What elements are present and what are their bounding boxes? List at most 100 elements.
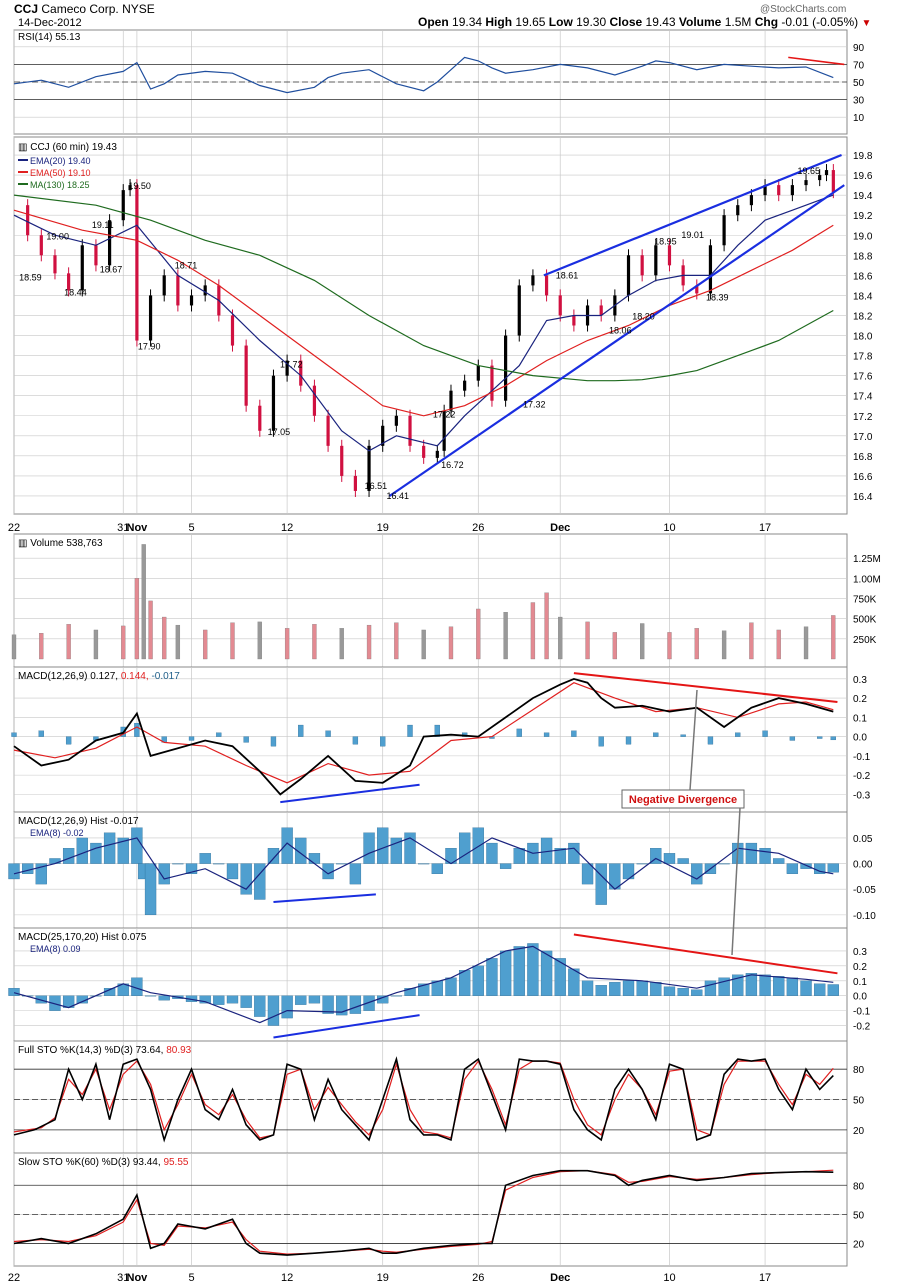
candle-body [824,170,829,176]
candle-body [463,380,467,391]
candle-body [162,275,166,296]
macd-long-bar [267,995,280,1026]
candle-body [67,273,71,291]
y-tick-label: 0.0 [853,733,867,744]
y-tick-label: 80 [853,1181,865,1192]
y-tick-label: 500K [853,615,877,626]
macd-long-bar [336,995,348,1016]
candle-body [599,305,603,316]
y-tick-label: 0.2 [853,694,867,705]
price-label: 18.20 [632,311,655,321]
macd-hist-bar [830,736,836,741]
quote-bar: Open 19.34 High 19.65 Low 19.30 Close 19… [418,15,871,29]
candle-body [312,385,317,416]
macd-long-bar [732,974,744,996]
macd-long-bar [240,995,252,1008]
slow-sto-d-line [13,1169,834,1255]
macd-hist-bar [380,736,386,747]
y-tick-label: -0.05 [853,885,876,896]
macd-hist-bar [516,728,522,737]
macd-long-bar [704,980,717,996]
macd-long-bar [554,958,566,996]
high-value: 19.65 [515,15,546,29]
macd-long-bar [349,995,362,1014]
y-tick-label: 0.2 [853,962,867,973]
stockcharts-watermark: @StockCharts.com [760,4,847,15]
macd-hist-bar [325,730,331,737]
y-tick-label: 17.0 [853,432,873,443]
y-tick-label: 17.4 [853,392,873,403]
candle-body [804,180,808,186]
y-tick-label: 30 [853,96,865,107]
macd-long-bar [650,982,662,996]
macd-hist-trendline [273,893,376,904]
volume-bar [776,629,781,660]
ema20-line [13,194,834,452]
macd-long-bar [814,983,826,996]
y-tick-label: 50 [853,78,865,89]
price-label: 16.72 [441,460,464,470]
macd-hist2-bar [390,837,403,864]
macd-hist2-bar [431,863,443,874]
full-sto-k-line [13,1056,834,1143]
macd-hist2-bar [404,832,416,864]
x-axis-label-bottom: Dec [550,1272,570,1284]
candle-body [790,185,794,196]
y-tick-label: -0.2 [853,1022,871,1033]
volume-bar [11,634,17,660]
volume-bar [476,608,481,660]
candle-body [695,285,699,294]
close-label: Close [609,15,643,29]
macd-hist2-bar [158,863,170,885]
macd-hist2-bar [650,848,662,864]
macd-long-bar [35,995,47,1004]
y-tick-label: 18.2 [853,311,873,322]
macd-long-bar [390,995,403,997]
macd-hist2-bar [131,827,143,864]
volume-bar [694,628,699,660]
macd-hist-bar [407,724,413,737]
y-tick-label: 20 [853,1239,865,1250]
macd-hist2-bar [472,827,484,864]
macd-hist-bar [434,724,440,737]
candle-body [422,445,426,458]
macd-hist-bar [216,732,222,737]
macd-long-bar [158,995,170,1001]
volume-bar [312,624,317,660]
volume-bar [175,624,181,660]
volume-bar [558,616,563,660]
macd-long-bar [663,986,676,996]
candle-body [285,360,289,376]
macd-hist2-bar [336,863,348,865]
macd-hist-bar [134,722,140,737]
x-axis-label: 12 [281,522,293,534]
macd-hist2-bar [349,863,362,885]
candle-body [831,170,835,193]
price-label: 18.71 [175,260,198,270]
macd-hist2-bar [254,863,266,900]
price-legend-2: MA(130) 18.25 [30,180,90,190]
y-tick-label: 0.05 [853,834,873,845]
macd-line [13,677,834,796]
y-tick-label: 19.8 [853,151,873,162]
volume-bar [749,622,754,660]
macd-hist-bar [65,736,72,745]
macd-hist2-bar [281,827,293,864]
price-label: 18.67 [100,264,123,274]
macd-hist2-bar [786,863,799,874]
y-tick-label: 20 [853,1126,865,1137]
price-label: 19.00 [46,231,69,241]
volume-bar [803,626,809,660]
chart-header-title: CCJ Cameco Corp. NYSE [14,2,155,16]
macd-long-bar [322,995,334,1014]
macd-long-divergence-line [273,1014,420,1039]
candle-body [203,285,207,296]
x-axis-label-bottom: 31 [117,1272,129,1284]
candle-body [230,315,235,346]
macd-long-bar [527,943,539,996]
macd-hist-bar [298,724,304,737]
candle-body [244,345,248,406]
volume-bar [141,544,146,660]
macd-long-bar [213,995,225,1005]
